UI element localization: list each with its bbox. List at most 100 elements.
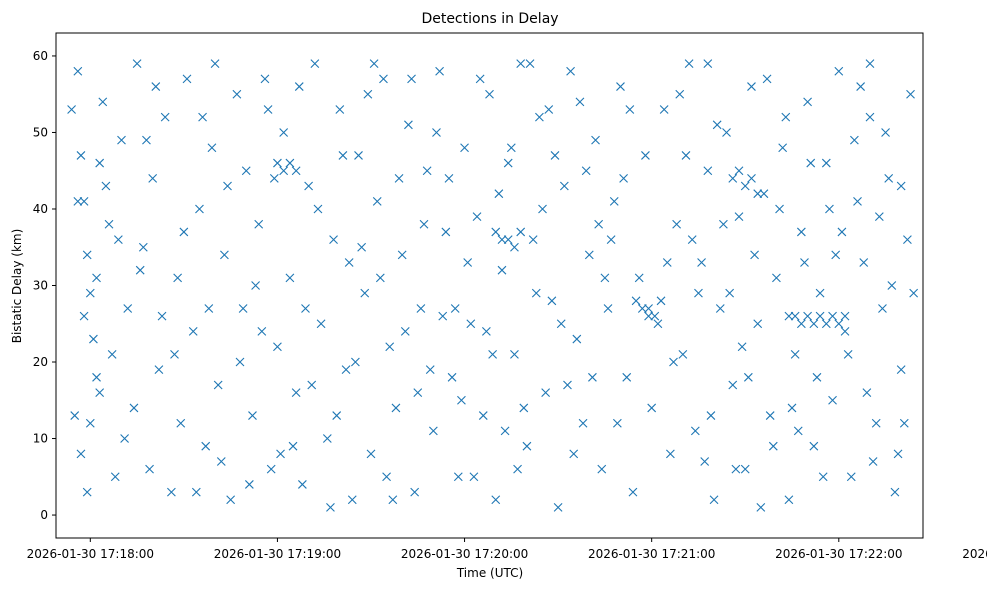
data-point <box>279 166 289 176</box>
data-point <box>775 204 784 214</box>
data-point <box>73 196 83 206</box>
data-point <box>516 227 526 237</box>
data-point <box>719 219 728 229</box>
data-point <box>519 403 529 413</box>
data-point <box>756 503 766 512</box>
data-point <box>859 258 869 267</box>
data-point <box>191 487 201 497</box>
data-point <box>366 449 376 459</box>
chart-title: Detections in Delay <box>421 11 558 27</box>
data-point <box>647 403 657 413</box>
data-point <box>92 273 101 283</box>
data-point <box>288 441 298 451</box>
data-point <box>472 212 482 222</box>
data-point <box>612 418 622 428</box>
y-tick-label: 30 <box>33 279 48 293</box>
data-point <box>538 204 547 214</box>
data-point <box>497 235 507 244</box>
data-point <box>151 82 161 91</box>
data-point <box>220 250 229 260</box>
data-point <box>578 418 588 428</box>
data-point <box>690 426 700 436</box>
data-point <box>248 411 257 420</box>
data-point <box>95 158 105 168</box>
data-point <box>853 196 862 206</box>
data-point <box>597 464 607 474</box>
data-point <box>734 166 744 176</box>
data-point <box>871 418 881 428</box>
data-point <box>856 82 866 91</box>
data-point <box>762 74 772 84</box>
data-point <box>793 426 803 436</box>
data-point <box>407 74 416 84</box>
data-point <box>123 304 133 313</box>
data-point <box>584 250 594 260</box>
data-point <box>238 304 248 313</box>
data-point <box>784 495 794 505</box>
data-point <box>79 311 89 321</box>
data-point <box>644 311 653 321</box>
data-point <box>616 82 625 91</box>
data-point <box>675 89 685 99</box>
data-point <box>559 181 569 191</box>
data-point <box>725 288 735 298</box>
data-point <box>513 464 522 474</box>
data-point <box>425 365 435 375</box>
data-point <box>73 66 83 76</box>
data-point <box>881 128 890 137</box>
data-point <box>812 372 822 382</box>
data-point <box>569 449 579 459</box>
data-point <box>516 59 526 68</box>
data-point <box>85 418 95 428</box>
x-tick-label: 2026-01-30 17:19:00 <box>214 547 341 561</box>
data-point <box>637 304 647 313</box>
data-point <box>67 105 76 114</box>
x-axis-label: Time (UTC) <box>456 566 523 580</box>
data-point <box>460 143 469 153</box>
data-point <box>703 59 713 68</box>
data-point <box>747 82 756 91</box>
data-point <box>142 135 151 145</box>
data-point <box>360 288 370 298</box>
data-point <box>416 304 426 313</box>
data-point <box>444 173 454 183</box>
data-point <box>316 319 326 329</box>
data-point <box>790 311 800 321</box>
data-point <box>438 311 448 321</box>
data-point <box>351 357 360 367</box>
data-point <box>687 235 697 244</box>
data-point <box>307 380 317 390</box>
data-point <box>834 319 844 329</box>
data-point <box>89 334 98 344</box>
data-point <box>575 97 585 107</box>
data-point <box>681 151 691 160</box>
data-point <box>737 342 747 352</box>
data-point <box>201 441 211 451</box>
data-point <box>394 173 404 183</box>
data-point <box>491 227 501 237</box>
x-tick-label: 2026-01-30 17:21:00 <box>588 547 715 561</box>
data-point <box>625 105 635 114</box>
data-point <box>276 449 285 459</box>
data-point <box>750 250 759 260</box>
data-point <box>363 89 373 99</box>
data-point <box>743 372 753 382</box>
data-point <box>301 304 310 313</box>
data-point <box>135 265 145 275</box>
data-point <box>828 311 837 321</box>
data-point <box>525 59 535 68</box>
data-point <box>341 365 351 375</box>
data-point <box>463 258 473 267</box>
data-point <box>167 487 176 497</box>
y-tick-label: 10 <box>33 432 48 446</box>
data-point <box>709 495 719 505</box>
data-point <box>263 105 273 114</box>
data-point <box>703 166 713 176</box>
data-point <box>865 59 875 68</box>
data-point <box>600 273 610 283</box>
data-point <box>506 143 516 153</box>
data-point <box>435 66 444 76</box>
data-point <box>154 365 164 375</box>
x-tick-label: 2026-01-30 17:23:00 <box>962 547 987 561</box>
data-point <box>510 242 519 252</box>
